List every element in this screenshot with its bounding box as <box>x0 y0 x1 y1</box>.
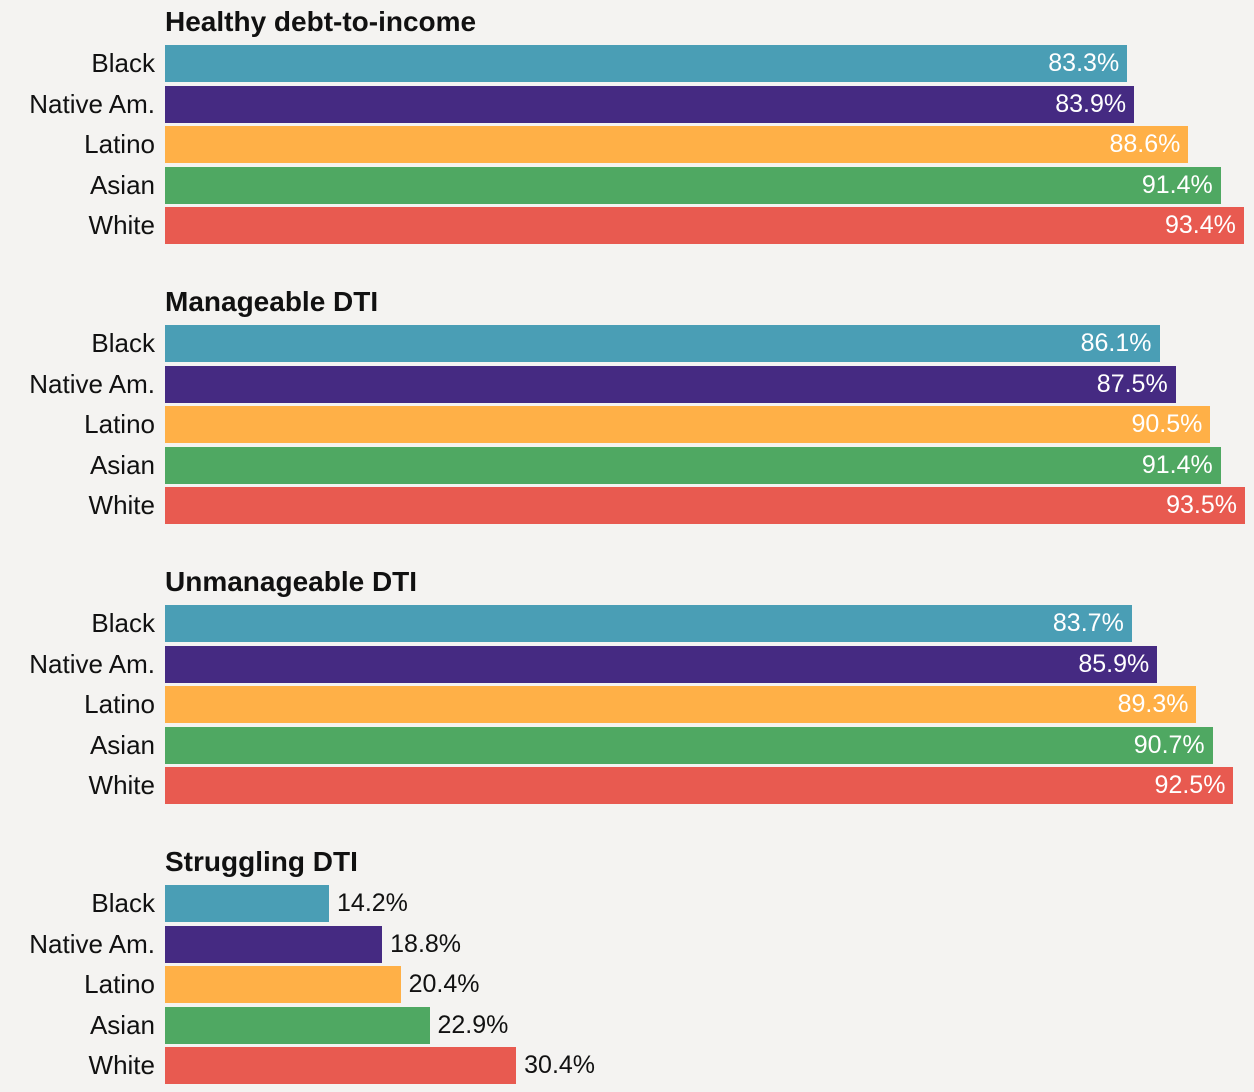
value-label: 83.3% <box>1048 49 1120 77</box>
category-label: White <box>88 770 155 800</box>
value-label: 14.2% <box>337 889 408 917</box>
bar <box>165 1047 517 1084</box>
bar <box>165 126 1189 163</box>
bar <box>165 727 1213 764</box>
value-label: 93.5% <box>1166 491 1237 519</box>
category-label: Native Am. <box>29 929 155 959</box>
category-label: Black <box>91 888 155 918</box>
value-label: 88.6% <box>1109 130 1181 158</box>
bar <box>165 86 1135 123</box>
panel-title: Healthy debt-to-income <box>165 6 477 37</box>
value-label: 91.4% <box>1141 451 1213 479</box>
bar-row: White 30.4% <box>0 1047 1254 1084</box>
category-label: Native Am. <box>29 369 155 399</box>
category-label: Latino <box>84 969 155 999</box>
category-label: Asian <box>89 450 155 480</box>
value-label: 92.5% <box>1154 771 1226 799</box>
category-label: Latino <box>84 409 155 439</box>
value-label: 89.3% <box>1117 690 1189 718</box>
category-label: Native Am. <box>29 649 155 679</box>
category-label: Black <box>91 48 155 78</box>
bar <box>165 885 330 922</box>
bar <box>165 966 401 1003</box>
category-label: White <box>88 1050 155 1080</box>
value-label: 30.4% <box>524 1051 596 1079</box>
bar <box>165 447 1221 484</box>
bar-row: Latino 90.5% <box>0 406 1254 443</box>
category-label: Asian <box>89 730 155 760</box>
panel-title: Unmanageable DTI <box>165 566 418 597</box>
category-label: White <box>88 210 155 240</box>
bar-row: White 92.5% <box>0 767 1254 804</box>
bar-row: Native Am. 18.8% <box>0 926 1254 963</box>
bar-row: Latino 20.4% <box>0 966 1254 1003</box>
panel-title: Manageable DTI <box>165 286 379 317</box>
value-label: 90.7% <box>1133 731 1205 759</box>
category-label: Black <box>91 608 155 638</box>
bar <box>165 646 1158 683</box>
bar <box>165 207 1244 244</box>
bar-row: Black 86.1% <box>0 325 1254 362</box>
value-label: 86.1% <box>1080 329 1152 357</box>
value-label: 83.9% <box>1055 90 1127 118</box>
bar <box>165 926 383 963</box>
category-label: Asian <box>89 1010 155 1040</box>
bar-row: Latino 89.3% <box>0 686 1254 723</box>
bar <box>165 325 1160 362</box>
bar-row: Asian 91.4% <box>0 447 1254 484</box>
bar <box>165 406 1211 443</box>
category-label: Black <box>91 328 155 358</box>
category-label: Asian <box>89 170 155 200</box>
category-label: Latino <box>84 129 155 159</box>
panel-title: Struggling DTI <box>165 846 358 877</box>
bar <box>165 45 1128 82</box>
bar-row: Asian 91.4% <box>0 167 1254 204</box>
bar-row: White 93.5% <box>0 487 1254 524</box>
value-label: 87.5% <box>1096 370 1168 398</box>
bar-row: Native Am. 87.5% <box>0 366 1254 403</box>
bar <box>165 767 1234 804</box>
bar-row: Native Am. 83.9% <box>0 86 1254 123</box>
value-label: 91.4% <box>1141 171 1213 199</box>
bar-row: Asian 22.9% <box>0 1007 1254 1044</box>
bar-row: Latino 88.6% <box>0 126 1254 163</box>
bar <box>165 605 1132 642</box>
category-label: Latino <box>84 689 155 719</box>
bar-row: Asian 90.7% <box>0 727 1254 764</box>
bar-row: Black 83.7% <box>0 605 1254 642</box>
bar-row: Black 14.2% <box>0 885 1254 922</box>
bar <box>165 487 1245 524</box>
value-label: 93.4% <box>1164 211 1236 239</box>
value-label: 83.7% <box>1052 609 1124 637</box>
value-label: 20.4% <box>408 970 480 998</box>
value-label: 90.5% <box>1131 410 1203 438</box>
bar <box>165 366 1176 403</box>
value-label: 85.9% <box>1078 650 1150 678</box>
bar-row: Black 83.3% <box>0 45 1254 82</box>
bar <box>165 167 1221 204</box>
bar <box>165 1007 430 1044</box>
category-label: White <box>88 490 155 520</box>
bar <box>165 686 1197 723</box>
bar-row: Native Am. 85.9% <box>0 646 1254 683</box>
value-label: 22.9% <box>437 1011 509 1039</box>
bar-row: White 93.4% <box>0 207 1254 244</box>
category-label: Native Am. <box>29 89 155 119</box>
value-label: 18.8% <box>390 930 462 958</box>
